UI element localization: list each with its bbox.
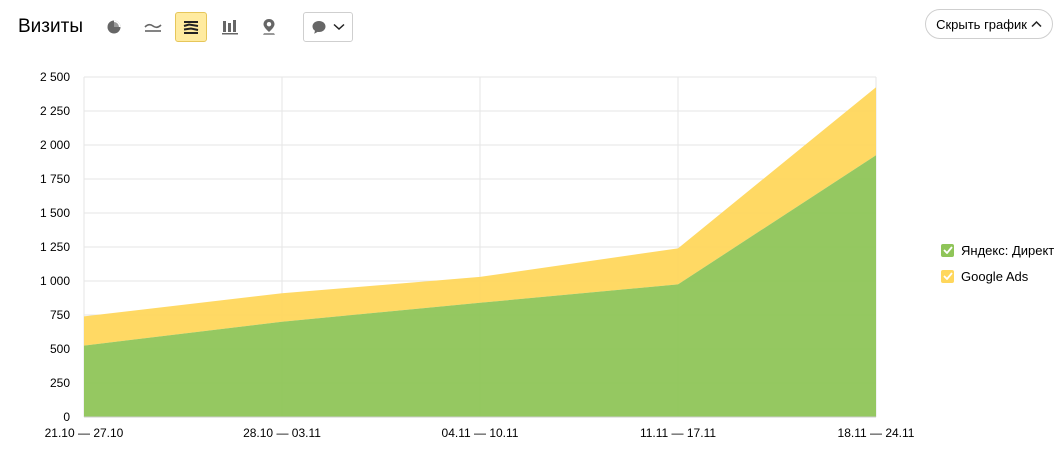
y-tick-label: 2 250 [40,104,70,118]
legend-item-yandex-direct[interactable]: Яндекс: Директ [941,240,1054,260]
hide-chart-label: Скрыть график [936,16,1027,32]
y-tick-label: 1 000 [40,274,70,288]
y-tick-label: 0 [63,410,70,424]
y-tick-label: 2 500 [40,70,70,84]
pie-chart-icon [107,20,121,34]
checkbox-checked-icon[interactable] [941,243,954,257]
annotations-dropdown[interactable] [303,12,353,42]
area-google-ads [84,87,876,346]
x-tick-label: 11.11 — 17.11 [640,426,716,440]
legend-item-google-ads[interactable]: Google Ads [941,266,1054,286]
x-tick-label: 04.11 — 10.11 [442,426,519,440]
y-tick-label: 250 [50,376,70,390]
map-button[interactable] [253,12,285,42]
y-tick-label: 500 [50,342,70,356]
chart-title: Визиты [18,16,83,37]
chevron-down-icon [333,23,345,31]
chart-toolbar: Визиты [0,0,1064,56]
bar-chart-icon [222,20,238,35]
chart-legend: Яндекс: Директ Google Ads [941,240,1054,292]
stacked-area-icon [183,21,199,34]
line-chart-button[interactable] [137,12,169,42]
legend-label: Яндекс: Директ [961,242,1055,258]
area-yandex-direct [84,155,876,417]
comment-icon [312,20,326,34]
y-tick-label: 1 250 [40,240,70,254]
checkbox-checked-icon[interactable] [941,269,954,283]
y-tick-label: 1 750 [40,172,70,186]
y-tick-label: 750 [50,308,70,322]
chevron-up-icon [1031,20,1042,28]
map-icon [263,19,275,35]
x-tick-label: 18.11 — 24.11 [838,426,915,440]
legend-label: Google Ads [961,268,1029,284]
line-chart-icon [144,23,162,32]
stacked-area-chart: 0 250 500 750 1 000 1 250 1 500 1 750 2 000 2 250… [40,70,915,440]
x-tick-label: 28.10 — 03.11 [243,426,321,440]
x-tick-label: 21.10 — 27.10 [45,426,124,440]
bar-chart-button[interactable] [214,12,246,42]
stacked-area-button[interactable] [175,12,207,42]
hide-chart-button[interactable]: Скрыть график [925,9,1053,39]
pie-chart-button[interactable] [98,12,130,42]
y-tick-label: 1 500 [40,206,70,220]
y-tick-label: 2 000 [40,138,70,152]
